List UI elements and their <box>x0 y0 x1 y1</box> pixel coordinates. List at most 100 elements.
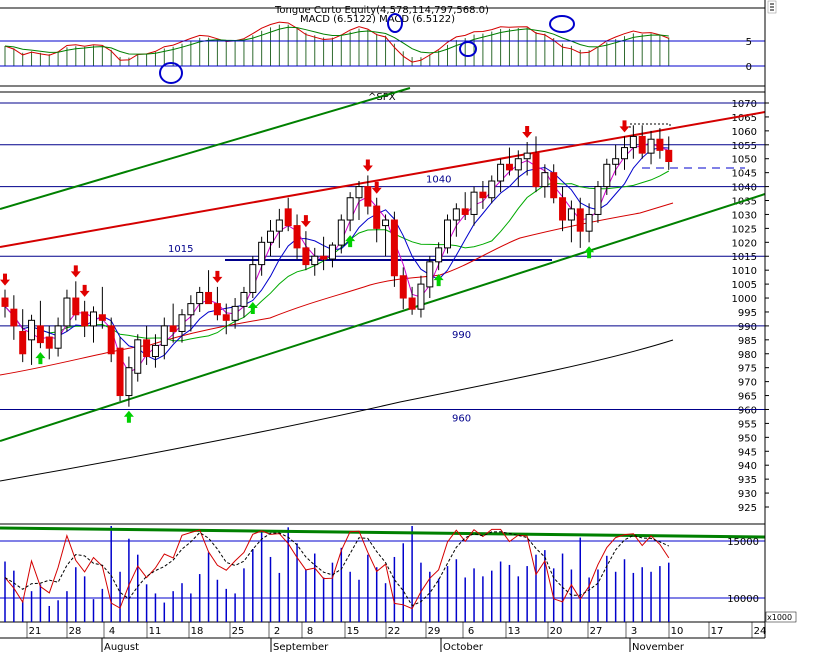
candle-body <box>311 255 319 266</box>
macd-circle-marker <box>159 62 183 84</box>
buy-arrow <box>123 410 134 423</box>
level-label: 990 <box>452 330 471 341</box>
candle-body <box>612 158 620 165</box>
candle-body <box>45 336 53 349</box>
candle-body <box>205 291 213 305</box>
price-tick-label: 1070 <box>732 99 757 110</box>
candle-body <box>107 325 115 355</box>
candle-body <box>426 261 434 288</box>
macd-header: MACD (6.5122) MACD (6.5122) <box>300 14 455 25</box>
date-tick-label: 18 <box>191 626 204 637</box>
sell-arrow <box>212 270 223 283</box>
candle-body <box>258 241 266 266</box>
scrollbar-arrows[interactable] <box>767 0 777 14</box>
level-label: 1040 <box>426 175 451 186</box>
level-label: 1015 <box>168 244 193 255</box>
price-tick-label: 930 <box>738 489 757 500</box>
sell-arrow <box>371 181 382 194</box>
candle-body <box>10 308 18 327</box>
date-tick-label: 24 <box>754 626 767 637</box>
date-tick-label: 4 <box>109 626 115 637</box>
candle-body <box>143 339 151 358</box>
date-tick-label: 20 <box>550 626 563 637</box>
price-tick-label: 975 <box>738 364 757 375</box>
candle-body <box>1 297 9 307</box>
signal-arrows <box>0 120 630 423</box>
candle-body <box>382 219 390 227</box>
macd-circle-marker <box>549 15 575 33</box>
date-tick-label: 22 <box>388 626 401 637</box>
candle-body <box>320 255 328 260</box>
candle-body <box>151 344 159 358</box>
candle-body <box>559 197 567 221</box>
candle-body <box>54 325 62 349</box>
date-tick-label: 8 <box>307 626 313 637</box>
candle-body <box>638 135 646 154</box>
month-label: November <box>632 642 685 652</box>
price-tick-label: 1065 <box>732 113 757 124</box>
price-tick-label: 1020 <box>732 238 757 249</box>
candle-body <box>178 314 186 332</box>
price-tick-label: 945 <box>738 447 757 458</box>
candle-body <box>284 208 292 227</box>
moving-average-green <box>4 170 670 342</box>
moving-average-magenta <box>4 142 669 373</box>
price-tick-label: 1060 <box>732 127 757 138</box>
buy-arrow <box>433 274 444 287</box>
candle-body <box>390 219 398 277</box>
price-tick-label: 965 <box>738 392 757 403</box>
macd-panel: Tongue Curto Equity(4,578,114,797,568.0)… <box>0 5 765 87</box>
date-tick-label: 6 <box>468 626 474 637</box>
candle-body <box>452 208 460 221</box>
candle-body <box>470 191 478 215</box>
macd-tick-label: 5 <box>746 37 752 48</box>
candle-body <box>90 311 97 327</box>
buy-arrow <box>584 246 595 259</box>
volume-trendline <box>0 526 766 539</box>
candle-body <box>213 303 221 316</box>
equity-header: Tongue Curto Equity(4,578,114,797,568.0) <box>274 5 489 16</box>
candle-body <box>488 180 496 199</box>
price-tick-label: 940 <box>738 461 757 472</box>
price-tick-label: 985 <box>738 336 757 347</box>
candle-body <box>81 311 89 327</box>
oscillator-volume-panel: 10000 15000 x1000 <box>0 523 797 623</box>
volume-unit-box <box>765 611 797 623</box>
macd-circle-marker <box>387 13 403 33</box>
candle-body <box>656 138 664 151</box>
date-tick-label: 11 <box>149 626 162 637</box>
candle-body <box>461 208 469 215</box>
price-panel: ^SPX 925 930 935 940 945 950 955 960 965 970 975 98… <box>0 87 769 514</box>
date-tick-label: 15 <box>347 626 360 637</box>
date-tick-label: 29 <box>428 626 441 637</box>
date-tick-label: 21 <box>29 626 42 637</box>
candle-body <box>160 325 168 346</box>
sell-arrow <box>70 265 81 278</box>
candle-body <box>550 172 558 199</box>
candle-body <box>585 213 593 232</box>
candle-body <box>514 158 522 171</box>
date-tick-label: 27 <box>590 626 603 637</box>
candle-body <box>196 291 204 305</box>
candlesticks <box>1 125 673 407</box>
candle-body <box>116 347 124 397</box>
price-tick-label: 1050 <box>732 155 757 166</box>
candle-body <box>435 247 443 263</box>
date-tick-label: 10 <box>671 626 684 637</box>
price-tick-label: 1005 <box>732 280 757 291</box>
candle-body <box>567 208 575 221</box>
macd-axis: 05 <box>0 37 765 73</box>
support-trendline <box>0 193 766 442</box>
candle-body <box>293 225 301 249</box>
sell-arrow <box>362 159 373 172</box>
candle-body <box>479 191 487 199</box>
candle-body <box>222 314 230 321</box>
date-tick-label: 28 <box>69 626 82 637</box>
date-tick-label: 25 <box>232 626 245 637</box>
month-label: October <box>443 642 484 652</box>
price-tick-label: 1035 <box>732 197 757 208</box>
price-tick-label: 950 <box>738 433 757 444</box>
price-tick-label: 970 <box>738 378 757 389</box>
candle-body <box>594 186 602 215</box>
candle-body <box>373 205 381 229</box>
